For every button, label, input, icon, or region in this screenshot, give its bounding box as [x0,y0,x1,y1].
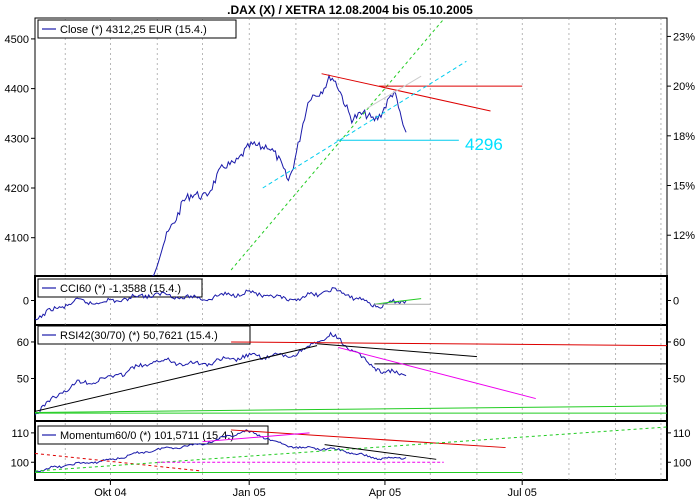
legend-box [37,325,251,345]
series-group-rsi [35,331,667,416]
y-tick-label-left: 60 [17,337,29,349]
y-tick-label-right: 60 [673,337,685,349]
panel-frames [34,17,668,481]
cci-trendline-green [374,298,422,305]
y-tick-label-left: 4300 [5,133,29,145]
series-group-cci [35,287,431,321]
y-tick-label-right: 18% [673,131,695,143]
rsi-trendline-magenta [338,346,536,400]
legend-box [37,425,269,445]
axis-labels: Okt 04 Jan 05 Apr 05 Jul 05 4500 4400 4300 4200… [5,31,696,499]
y-tick-label-right: 15% [673,181,695,193]
legend-label-price: Close (*) 4312,25 EUR (15.4.) [60,24,207,36]
y-tick-label-left: 110 [11,428,29,440]
panel-frame [34,420,668,481]
series-group-momentum [35,426,667,474]
legend-box [37,278,203,298]
rsi-trendline-red [231,341,667,347]
series-group-price [151,18,523,276]
y-tick-label-left: 0 [23,296,29,308]
x-tick-label: Okt 04 [94,487,126,499]
grid-lines [64,18,662,480]
y-tick-label-left: 4100 [5,233,29,245]
momentum-trendline-magenta [202,432,310,443]
trendline-green-dashed [230,18,445,271]
trendline-grey [366,75,422,109]
chart-title: .DAX (X) / XETRA 12.08.2004 bis 05.10.20… [227,3,473,17]
y-tick-label-right: 0 [673,296,679,308]
x-tick-label: Apr 05 [369,487,401,499]
y-tick-label-left: 4200 [5,183,29,195]
rsi-series-line [35,331,407,416]
y-tick-label-left: 4500 [5,34,29,46]
rsi-trendline-black-up [35,345,318,412]
legend-label-cci: CCI60 (*) -1,3588 (15.4.) [60,283,181,295]
y-tick-label-right: 110 [673,428,691,440]
x-tick-label: Jan 05 [233,487,266,499]
legend-box [37,19,237,39]
y-tick-label-right: 20% [673,81,695,93]
legend-label-rsi: RSI42(30/70) (*) 50,7621 (15.4.) [60,330,218,342]
y-tick-label-left: 4400 [5,84,29,96]
legend-layer: Close (*) 4312,25 EUR (15.4.) CCI60 (*) -… [37,19,269,445]
momentum-series-line [35,429,407,473]
x-tick-label: Jul 05 [508,487,537,499]
y-tick-label-right: 100 [673,457,691,469]
rsi-trendline-green [35,405,667,413]
momentum-trendline-black [324,444,437,460]
y-tick-label-left: 50 [17,373,29,385]
y-tick-label-right: 23% [673,31,695,43]
trendline-cyan-dashed [262,60,467,189]
y-tick-label-right: 12% [673,230,695,242]
rsi-trendline-black-down [317,343,477,358]
momentum-trendline-red-dashed [35,452,203,472]
y-tick-label-right: 50 [673,373,685,385]
price-series-line [151,73,407,276]
y-tick-label-left: 100 [11,457,29,469]
cci-series-line [35,287,407,321]
panel-frame [34,17,668,277]
momentum-trendline-red [231,429,506,449]
price-level-annotation: 4296 [465,135,503,154]
trendline-resistance-red [321,73,491,112]
legend-label-momentum: Momentum60/0 (*) 101,5711 (15.4.) [60,430,234,442]
